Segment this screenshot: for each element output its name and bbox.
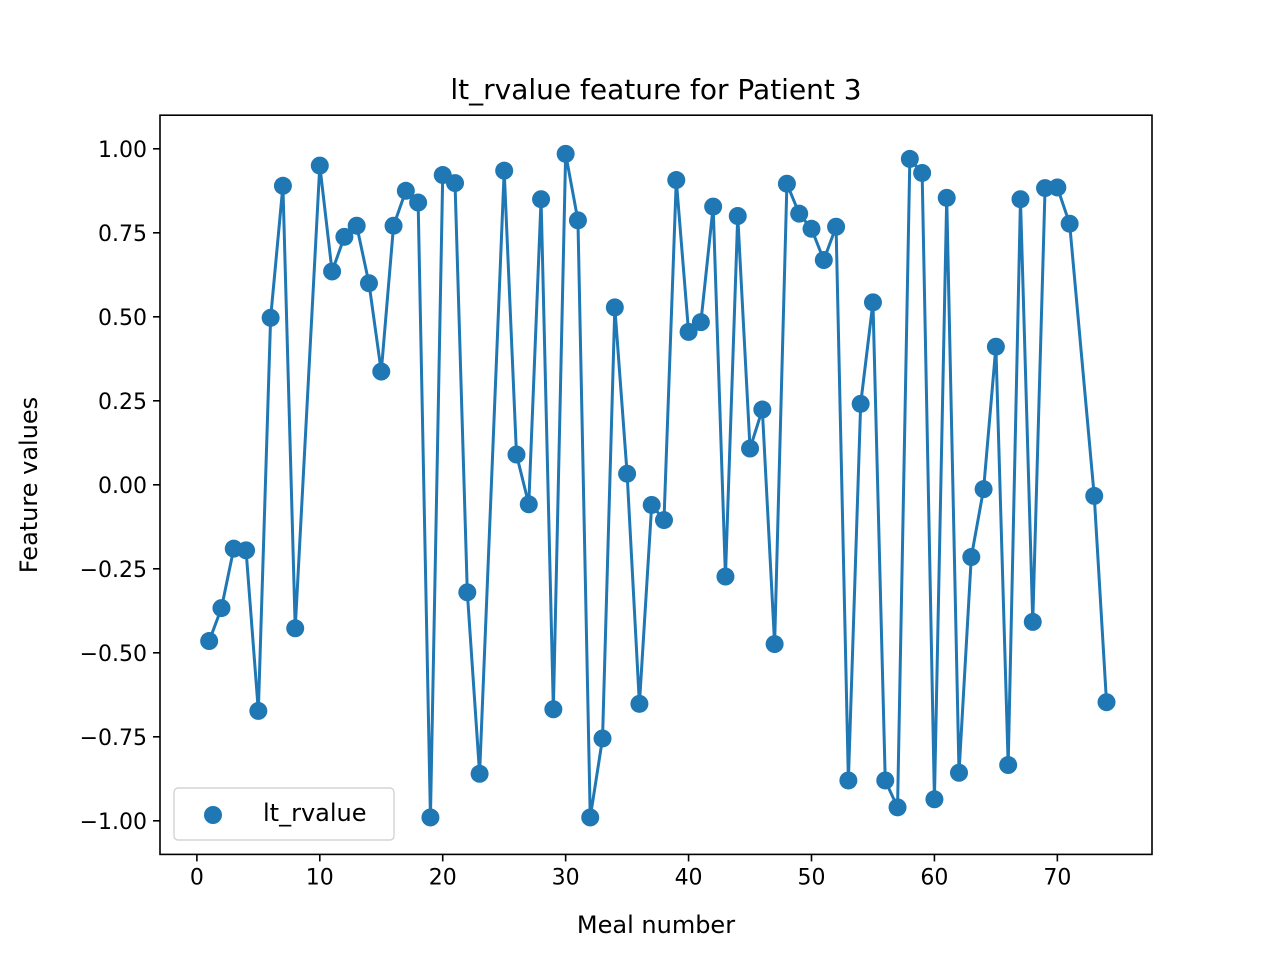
data-point	[409, 193, 428, 212]
data-point	[446, 174, 465, 193]
data-point	[359, 274, 378, 293]
y-tick-label: 0.25	[98, 390, 147, 415]
x-tick-label: 30	[552, 865, 580, 890]
legend-box	[173, 787, 395, 841]
y-axis-label: Feature values	[15, 397, 43, 573]
data-point	[273, 176, 292, 195]
x-tick-label: 0	[190, 865, 204, 890]
data-point	[1060, 214, 1079, 233]
y-tick-label: −0.50	[80, 642, 147, 667]
x-axis-ticks: 0 10 20 30 40 50 60 70	[190, 854, 1071, 890]
y-tick-label: −0.75	[80, 726, 147, 751]
data-point	[323, 262, 342, 281]
data-point	[925, 790, 944, 809]
y-tick-label: −0.25	[80, 558, 147, 583]
data-point	[827, 217, 846, 236]
data-point	[667, 171, 686, 190]
data-point	[851, 394, 870, 413]
data-point	[335, 227, 354, 246]
x-tick-label: 70	[1043, 865, 1071, 890]
x-tick-label: 60	[920, 865, 948, 890]
data-point	[777, 174, 796, 193]
data-point	[519, 495, 538, 514]
data-point	[679, 322, 698, 341]
x-axis-label: Meal number	[577, 911, 735, 939]
data-point	[900, 149, 919, 168]
y-axis-ticks: 1.00 0.75 0.50 0.25 0.00 −0.25 −0.50 −0.75 −1.00	[80, 138, 160, 835]
data-point	[962, 548, 981, 567]
data-point	[863, 293, 882, 312]
data-point	[765, 635, 784, 654]
x-tick-label: 10	[306, 865, 334, 890]
data-point	[421, 808, 440, 827]
legend: lt_rvalue	[173, 787, 395, 841]
data-point	[814, 251, 833, 270]
data-point	[876, 771, 895, 790]
y-tick-label: 0.50	[98, 306, 147, 331]
data-point	[704, 197, 723, 216]
y-tick-label: 1.00	[98, 138, 147, 163]
x-tick-label: 20	[429, 865, 457, 890]
data-point	[249, 701, 268, 720]
data-point	[1097, 693, 1116, 712]
data-point	[1048, 178, 1067, 197]
data-point	[347, 216, 366, 235]
data-point	[470, 764, 489, 783]
data-point	[839, 771, 858, 790]
data-point	[495, 161, 514, 180]
data-point	[458, 583, 477, 602]
legend-label: lt_rvalue	[263, 799, 367, 827]
data-point	[630, 694, 649, 713]
series-layer	[200, 144, 1116, 827]
data-point	[1023, 612, 1042, 631]
data-point	[642, 495, 661, 514]
data-point	[950, 763, 969, 782]
data-point	[913, 163, 932, 182]
x-tick-label: 40	[675, 865, 703, 890]
data-point	[1011, 190, 1030, 209]
data-point	[372, 362, 391, 381]
data-point	[212, 599, 231, 618]
chart-title: lt_rvalue feature for Patient 3	[450, 73, 861, 106]
data-point	[1085, 486, 1104, 505]
data-point	[237, 541, 256, 560]
data-point	[507, 445, 526, 464]
data-point	[741, 439, 760, 458]
data-point	[618, 464, 637, 483]
data-point	[544, 700, 563, 719]
data-point	[261, 308, 280, 327]
data-point	[654, 511, 673, 530]
legend-marker	[204, 806, 222, 824]
data-point	[384, 216, 403, 235]
data-point	[888, 798, 907, 817]
x-tick-label: 50	[797, 865, 825, 890]
y-tick-label: 0.00	[98, 474, 147, 499]
data-point	[556, 144, 575, 163]
y-tick-label: −1.00	[80, 810, 147, 835]
data-point	[200, 632, 219, 651]
y-tick-label: 0.75	[98, 222, 147, 247]
data-point	[581, 808, 600, 827]
data-point	[974, 480, 993, 499]
data-point	[728, 207, 747, 225]
data-point	[593, 729, 612, 748]
data-point	[999, 756, 1018, 775]
data-point	[286, 619, 305, 638]
data-point	[790, 204, 809, 223]
data-point	[605, 298, 624, 317]
data-point	[986, 337, 1005, 356]
data-point	[568, 211, 587, 230]
data-point	[691, 313, 710, 332]
data-point	[396, 181, 415, 200]
data-point	[802, 219, 821, 238]
data-point	[937, 188, 956, 207]
data-point	[716, 567, 735, 586]
data-point	[532, 190, 551, 209]
data-point	[753, 400, 772, 419]
data-point	[310, 156, 329, 175]
